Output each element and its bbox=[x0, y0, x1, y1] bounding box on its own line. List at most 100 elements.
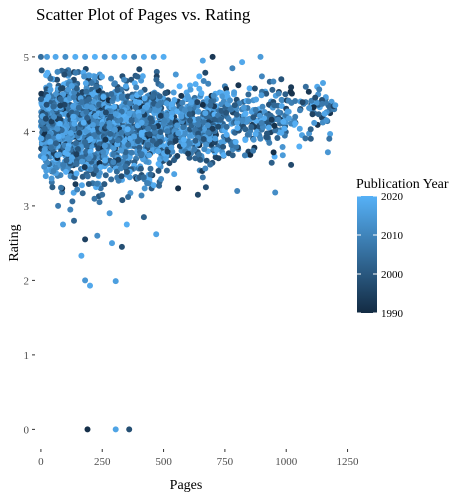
data-point bbox=[199, 174, 206, 181]
data-point bbox=[215, 155, 222, 162]
data-point bbox=[71, 217, 77, 224]
data-point bbox=[38, 67, 45, 74]
data-point bbox=[288, 84, 295, 91]
data-point bbox=[102, 109, 109, 116]
data-point bbox=[310, 104, 317, 111]
data-point bbox=[246, 85, 253, 92]
data-point bbox=[132, 104, 139, 111]
data-point bbox=[155, 148, 162, 155]
data-point bbox=[122, 153, 129, 160]
data-point bbox=[205, 129, 212, 136]
data-point bbox=[153, 76, 160, 83]
data-point bbox=[72, 69, 79, 76]
data-point bbox=[133, 84, 140, 91]
data-point bbox=[327, 131, 334, 137]
data-point bbox=[117, 165, 124, 172]
data-point bbox=[194, 191, 201, 198]
data-point bbox=[245, 98, 252, 105]
data-point bbox=[74, 146, 81, 152]
data-point bbox=[125, 194, 132, 200]
data-point bbox=[110, 159, 117, 166]
data-point bbox=[87, 166, 94, 173]
data-point bbox=[279, 144, 286, 150]
data-point bbox=[253, 96, 260, 103]
data-point bbox=[151, 124, 158, 131]
data-point bbox=[197, 156, 203, 163]
data-point bbox=[127, 100, 134, 107]
data-point bbox=[143, 104, 150, 111]
data-point bbox=[147, 115, 154, 122]
data-point bbox=[219, 93, 226, 100]
data-point bbox=[206, 136, 213, 143]
data-point bbox=[323, 117, 330, 124]
data-point bbox=[102, 136, 109, 143]
data-point bbox=[272, 189, 279, 196]
data-point bbox=[135, 138, 141, 145]
data-point bbox=[129, 94, 136, 101]
data-point bbox=[76, 129, 83, 136]
data-point bbox=[192, 137, 199, 144]
data-point bbox=[231, 89, 238, 96]
data-point bbox=[212, 135, 219, 142]
x-tick-label: 750 bbox=[217, 456, 234, 468]
data-point bbox=[83, 109, 90, 115]
data-point bbox=[92, 112, 99, 119]
data-point bbox=[239, 117, 246, 124]
data-point bbox=[83, 148, 90, 155]
data-point bbox=[150, 53, 157, 60]
data-point bbox=[186, 106, 193, 113]
data-point bbox=[185, 150, 192, 157]
data-point bbox=[172, 138, 179, 144]
data-point bbox=[72, 53, 79, 60]
data-point bbox=[78, 99, 85, 106]
data-point bbox=[316, 86, 323, 93]
data-point bbox=[181, 107, 188, 114]
data-point bbox=[218, 139, 225, 146]
data-point bbox=[123, 116, 130, 123]
data-point bbox=[51, 113, 57, 120]
data-point bbox=[122, 83, 129, 90]
x-axis-label: Pages bbox=[170, 478, 203, 493]
data-point bbox=[123, 221, 130, 228]
data-point bbox=[220, 143, 227, 150]
data-point bbox=[234, 125, 241, 131]
x-tick-label: 1000 bbox=[275, 456, 298, 468]
data-point bbox=[146, 152, 153, 159]
data-point bbox=[67, 130, 74, 136]
data-point bbox=[85, 155, 92, 162]
data-point bbox=[157, 129, 164, 135]
data-point bbox=[234, 119, 241, 126]
data-point bbox=[48, 118, 55, 125]
data-point bbox=[155, 160, 162, 167]
data-point bbox=[112, 426, 119, 433]
data-point bbox=[202, 69, 209, 76]
data-point bbox=[94, 180, 101, 187]
data-point bbox=[153, 231, 160, 238]
data-point bbox=[49, 184, 56, 191]
data-point bbox=[306, 105, 313, 111]
data-point bbox=[87, 148, 94, 155]
data-point bbox=[232, 139, 239, 145]
data-point bbox=[307, 126, 314, 133]
data-point bbox=[174, 108, 181, 115]
data-point bbox=[198, 90, 205, 97]
data-point bbox=[223, 109, 230, 116]
data-point bbox=[278, 76, 285, 83]
data-point bbox=[250, 136, 257, 143]
data-point bbox=[141, 95, 148, 102]
data-point bbox=[136, 113, 143, 119]
data-point bbox=[196, 73, 203, 80]
data-point bbox=[191, 146, 198, 153]
data-point bbox=[111, 126, 118, 133]
data-point bbox=[319, 100, 326, 107]
y-tick-label: 4 bbox=[24, 126, 30, 138]
data-point bbox=[147, 171, 154, 178]
data-point bbox=[141, 185, 148, 192]
data-point bbox=[242, 126, 249, 133]
data-point bbox=[122, 149, 129, 156]
data-point bbox=[282, 91, 289, 98]
data-point bbox=[58, 184, 64, 191]
data-point bbox=[64, 146, 71, 152]
data-point bbox=[50, 168, 57, 174]
data-point bbox=[184, 93, 191, 100]
